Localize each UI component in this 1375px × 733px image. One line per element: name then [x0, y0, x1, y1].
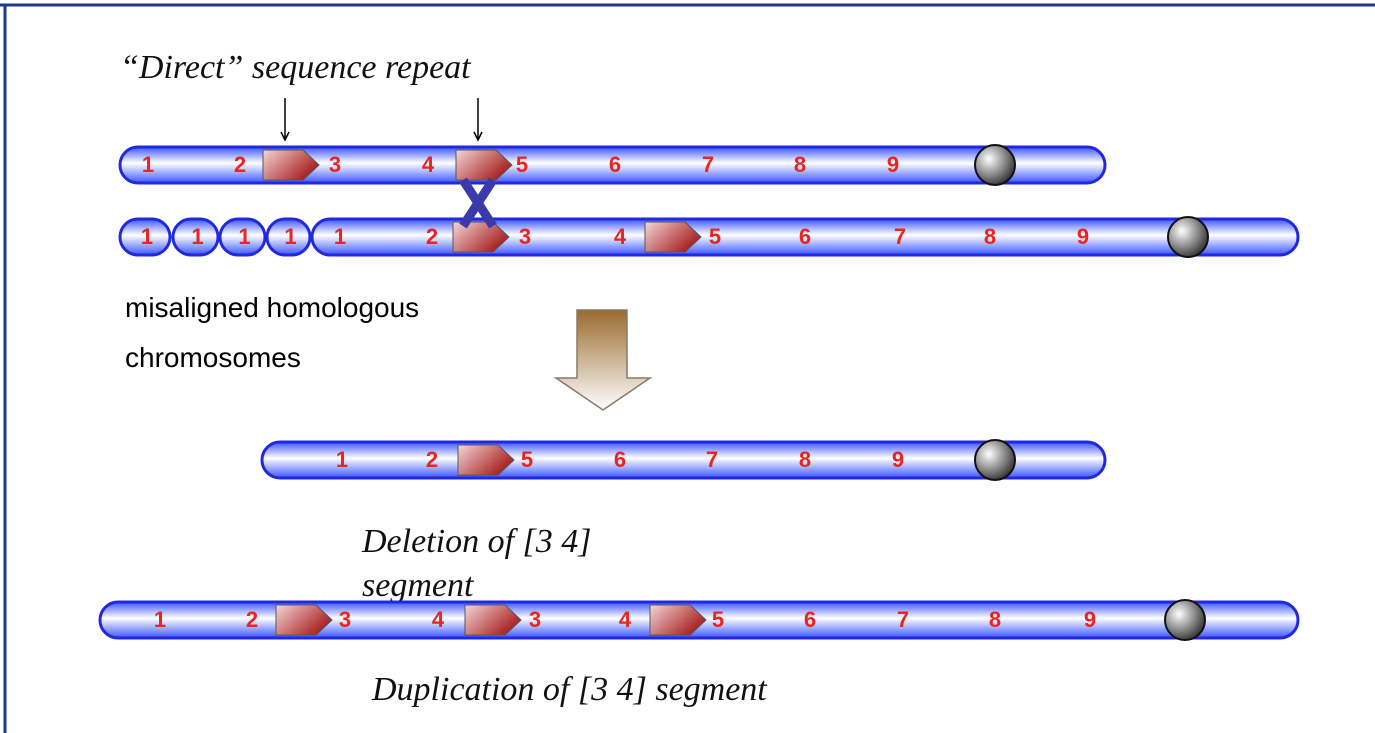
- gene-label: 7: [706, 447, 718, 472]
- repeat-box: [262, 149, 320, 181]
- chromosome: [171, 217, 220, 257]
- centromere: [974, 439, 1016, 481]
- gene-label: 8: [984, 224, 996, 249]
- gene-label: 3: [329, 152, 341, 177]
- repeat-box: [464, 604, 522, 636]
- gene-label: 7: [897, 607, 909, 632]
- gene-label: 1: [238, 224, 250, 249]
- repeat-box: [275, 604, 333, 636]
- gene-label: 2: [426, 224, 438, 249]
- gene-label: 3: [519, 224, 531, 249]
- gene-label: 7: [894, 224, 906, 249]
- gene-label: 8: [799, 447, 811, 472]
- chromosome: [118, 217, 172, 257]
- gene-label: 4: [422, 152, 435, 177]
- repeat-box: [457, 444, 515, 476]
- gene-label: 4: [614, 224, 627, 249]
- gene-label: 9: [1077, 224, 1089, 249]
- repeat-box: [649, 604, 707, 636]
- chromosome: [310, 217, 1300, 257]
- gene-label: 1: [336, 447, 348, 472]
- gene-label: 8: [989, 607, 1001, 632]
- gene-label: 1: [141, 224, 153, 249]
- gene-label: 6: [804, 607, 816, 632]
- gene-label: 9: [892, 447, 904, 472]
- gene-label: 1: [154, 607, 166, 632]
- gene-label: 6: [609, 152, 621, 177]
- note: Deletion of [3 4]: [361, 523, 591, 560]
- gene-label: 1: [334, 224, 346, 249]
- down-arrow: [553, 309, 653, 411]
- gene-label: 6: [614, 447, 626, 472]
- gene-label: 2: [426, 447, 438, 472]
- note: chromosomes: [125, 342, 301, 373]
- chromosome: [118, 145, 1107, 185]
- gene-label: 4: [619, 607, 632, 632]
- pointer-arrows: [280, 98, 483, 142]
- gene-label: 4: [432, 607, 445, 632]
- gene-label: 3: [339, 607, 351, 632]
- repeat-box: [455, 149, 513, 181]
- gene-label: 9: [887, 152, 899, 177]
- repeat-box: [644, 221, 702, 253]
- gene-label: 1: [142, 152, 154, 177]
- crossover: [459, 177, 497, 229]
- centromere: [1167, 216, 1209, 258]
- note: segment: [362, 567, 475, 604]
- gene-label: 1: [284, 224, 296, 249]
- gene-label: 9: [1084, 607, 1096, 632]
- gene-label: 2: [246, 607, 258, 632]
- gene-label: 5: [712, 607, 724, 632]
- gene-label: 1: [191, 224, 203, 249]
- gene-label: 6: [799, 224, 811, 249]
- gene-label: 5: [709, 224, 721, 249]
- gene-label: 2: [234, 152, 246, 177]
- gene-label: 5: [521, 447, 533, 472]
- title: “Direct” sequence repeat: [120, 49, 472, 86]
- gene-label: 8: [794, 152, 806, 177]
- note: misaligned homologous: [125, 292, 419, 323]
- chromosome: [218, 217, 267, 257]
- note: Duplication of [3 4] segment: [371, 671, 768, 708]
- centromere: [1164, 599, 1206, 641]
- gene-label: 3: [529, 607, 541, 632]
- gene-label: 7: [702, 152, 714, 177]
- chromosome: [265, 217, 312, 257]
- centromere: [974, 144, 1016, 186]
- gene-label: 5: [516, 152, 528, 177]
